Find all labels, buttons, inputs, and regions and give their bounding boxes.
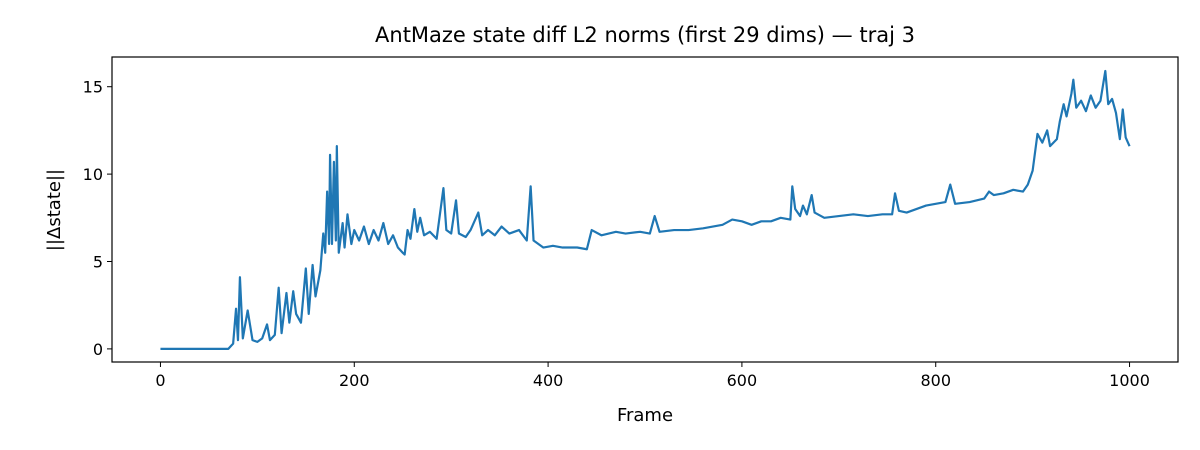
y-tick-label: 15 <box>83 78 103 97</box>
chart-title: AntMaze state diff L2 norms (first 29 di… <box>375 23 915 47</box>
y-axis-label: ||Δstate|| <box>44 169 65 251</box>
y-tick-label: 10 <box>83 165 103 184</box>
y-tick-label: 5 <box>93 252 103 271</box>
x-tick-label: 600 <box>727 371 758 390</box>
data-line <box>160 69 1131 350</box>
x-axis-label: Frame <box>617 405 673 426</box>
x-tick-label: 200 <box>339 371 370 390</box>
x-tick-label: 0 <box>155 371 165 390</box>
x-tick-label: 400 <box>533 371 564 390</box>
y-tick-label: 0 <box>93 340 103 359</box>
x-tick-label: 800 <box>920 371 951 390</box>
plot-frame <box>111 56 1179 363</box>
x-tick-label: 1000 <box>1109 371 1150 390</box>
